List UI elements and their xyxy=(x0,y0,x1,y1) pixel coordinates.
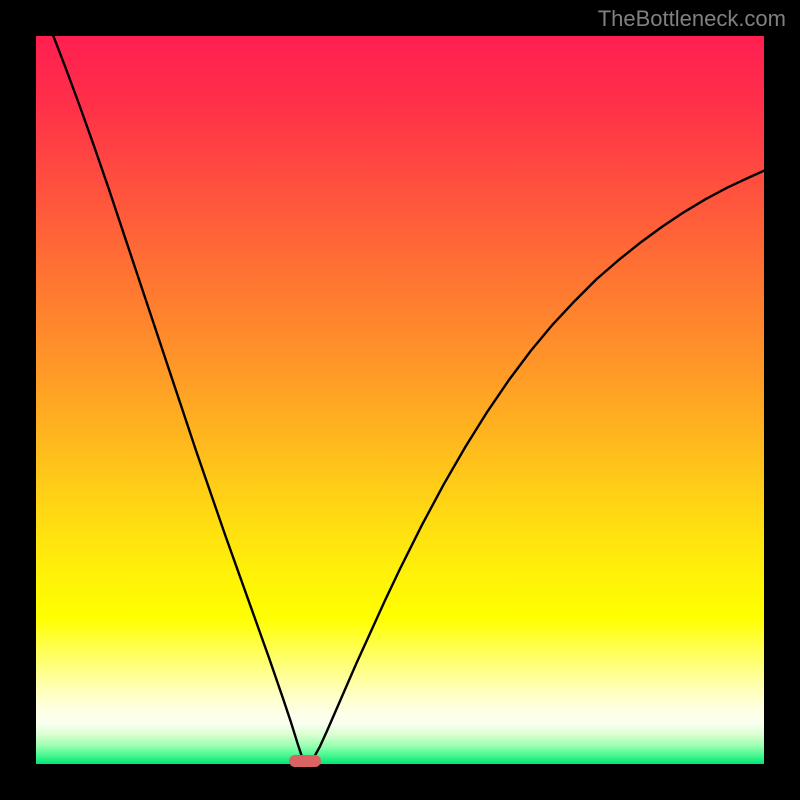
bottleneck-curve xyxy=(36,36,764,764)
minimum-marker xyxy=(289,755,321,767)
plot-area xyxy=(36,36,764,764)
watermark-text: TheBottleneck.com xyxy=(598,6,786,32)
